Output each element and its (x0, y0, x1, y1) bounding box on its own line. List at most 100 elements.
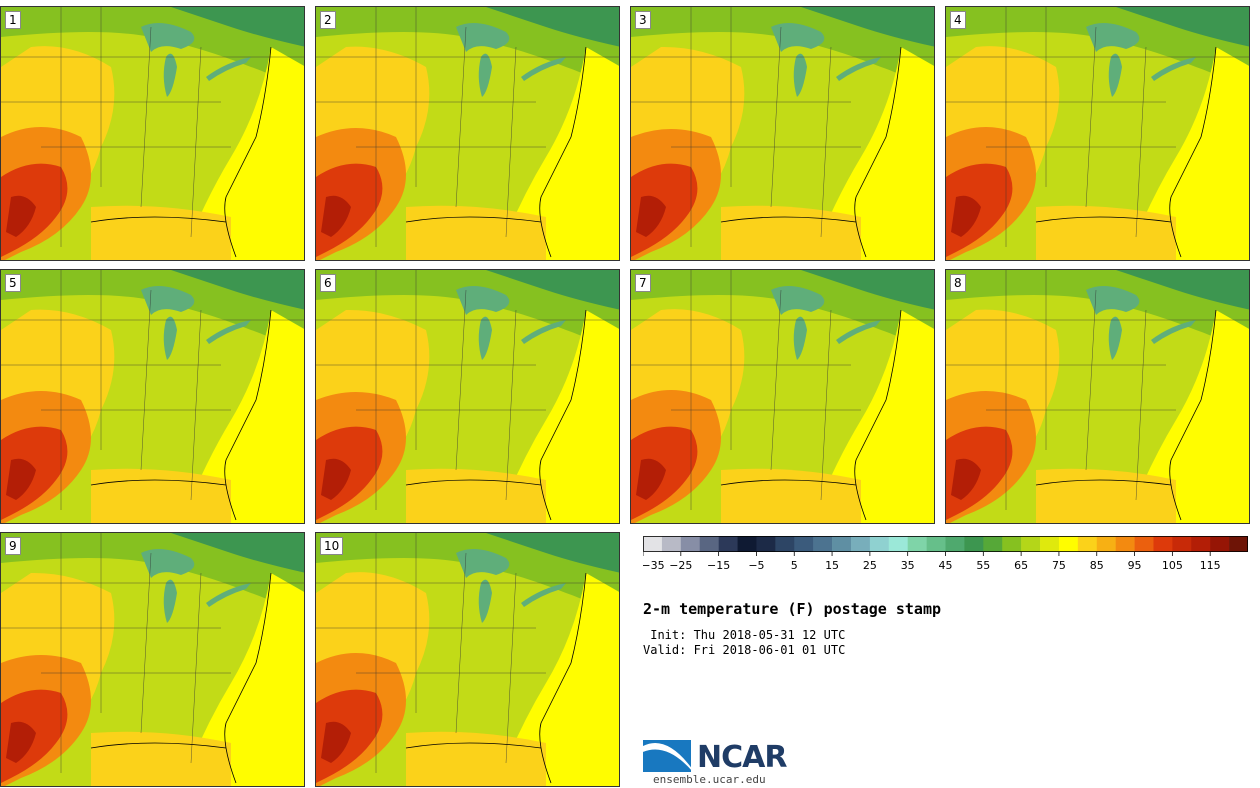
coastline (90, 309, 272, 521)
texas-very-hot-region (321, 195, 351, 237)
colorbar-segment (1002, 536, 1022, 552)
gulf-region (406, 468, 546, 523)
lake-erie (521, 583, 566, 607)
valid-time: Valid: Fri 2018-06-01 01 UTC (643, 643, 846, 657)
colorbar-segment (907, 536, 927, 552)
atlantic-region (1126, 47, 1249, 260)
colorbar-segment (1096, 536, 1116, 552)
colorbar-segment (1040, 536, 1060, 552)
colorbar-segment (1134, 536, 1154, 552)
colorbar-tick-label: −15 (707, 559, 730, 572)
lake-michigan (793, 53, 807, 97)
atlantic-region (496, 573, 619, 786)
texas-very-hot-region (321, 721, 351, 763)
temperature-map (316, 270, 619, 523)
atlantic-region (181, 47, 304, 260)
atlantic-region (811, 47, 934, 260)
northern-region (316, 270, 619, 359)
colorbar-tick-label: 15 (825, 559, 839, 572)
state-borders (946, 7, 1249, 247)
colorbar-segment (643, 536, 663, 552)
member-panel: 5 (0, 269, 305, 524)
atlantic-region (181, 573, 304, 786)
colorbar-tick-label: −5 (748, 559, 764, 572)
member-panel: 1 (0, 6, 305, 261)
member-panel: 8 (945, 269, 1250, 524)
ncar-logo-icon (643, 740, 693, 772)
member-panel: 10 (315, 532, 620, 787)
colorbar-segment (737, 536, 757, 552)
logo-name: NCAR (697, 740, 787, 775)
member-label: 3 (635, 11, 651, 29)
member-panel: 3 (630, 6, 935, 261)
coastline (405, 46, 587, 258)
colorbar-segment (888, 536, 908, 552)
lake-erie (206, 320, 251, 344)
northern-region (1, 533, 304, 622)
northern-region (316, 7, 619, 96)
northeast-cool-region (486, 533, 619, 573)
state-borders (316, 7, 619, 247)
member-label: 5 (5, 274, 21, 292)
colorbar-segment (1191, 536, 1211, 552)
lake-michigan (163, 53, 177, 97)
great-lakes (456, 23, 510, 52)
colorbar-segment (945, 536, 965, 552)
colorbar-tick-label: 25 (863, 559, 877, 572)
temperature-map (1, 270, 304, 523)
great-lakes (141, 286, 195, 315)
lake-michigan (163, 316, 177, 360)
northern-region (946, 270, 1249, 359)
gulf-region (406, 205, 546, 260)
northeast-cool-region (801, 7, 934, 47)
colorbar-segment (1058, 536, 1079, 552)
northern-region (1, 7, 304, 96)
lake-michigan (1108, 53, 1122, 97)
coastline (1035, 309, 1217, 521)
coastline (1035, 46, 1217, 258)
member-label: 9 (5, 537, 21, 555)
northeast-cool-region (171, 533, 304, 573)
state-borders (1, 533, 304, 773)
colorbar-tick-label: −25 (669, 559, 692, 572)
colorbar-segment (1210, 536, 1230, 552)
gulf-region (1036, 468, 1176, 523)
atlantic-region (496, 47, 619, 260)
northeast-cool-region (1116, 270, 1249, 310)
temperature-map (631, 7, 934, 260)
colorbar-outline (643, 536, 1248, 552)
coastline (720, 46, 902, 258)
gulf-region (406, 731, 546, 786)
northern-region (631, 7, 934, 96)
member-panel: 4 (945, 6, 1250, 261)
coastline (90, 46, 272, 258)
gulf-region (1036, 205, 1176, 260)
colorbar-segment (926, 536, 946, 552)
colorbar-segment (661, 536, 682, 552)
colorbar-tick-label: 35 (901, 559, 915, 572)
gulf-region (91, 205, 231, 260)
member-panel: 2 (315, 6, 620, 261)
member-label: 2 (320, 11, 336, 29)
state-borders (316, 533, 619, 773)
colorbar-segment (983, 536, 1003, 552)
northeast-cool-region (1116, 7, 1249, 47)
lake-michigan (1108, 316, 1122, 360)
colorbar-segment (756, 536, 776, 552)
great-lakes (141, 23, 195, 52)
member-label: 7 (635, 274, 651, 292)
member-panel: 6 (315, 269, 620, 524)
temperature-map (1, 7, 304, 260)
coastline (90, 572, 272, 784)
temperature-map (946, 270, 1249, 523)
state-borders (1, 270, 304, 510)
colorbar-segment (1229, 536, 1248, 552)
colorbar-segment (680, 536, 701, 552)
texas-very-hot-region (636, 195, 666, 237)
coastline (720, 309, 902, 521)
atlantic-region (496, 310, 619, 523)
colorbar-tick-label: 95 (1128, 559, 1142, 572)
member-label: 1 (5, 11, 21, 29)
member-panel: 7 (630, 269, 935, 524)
gulf-region (721, 205, 861, 260)
